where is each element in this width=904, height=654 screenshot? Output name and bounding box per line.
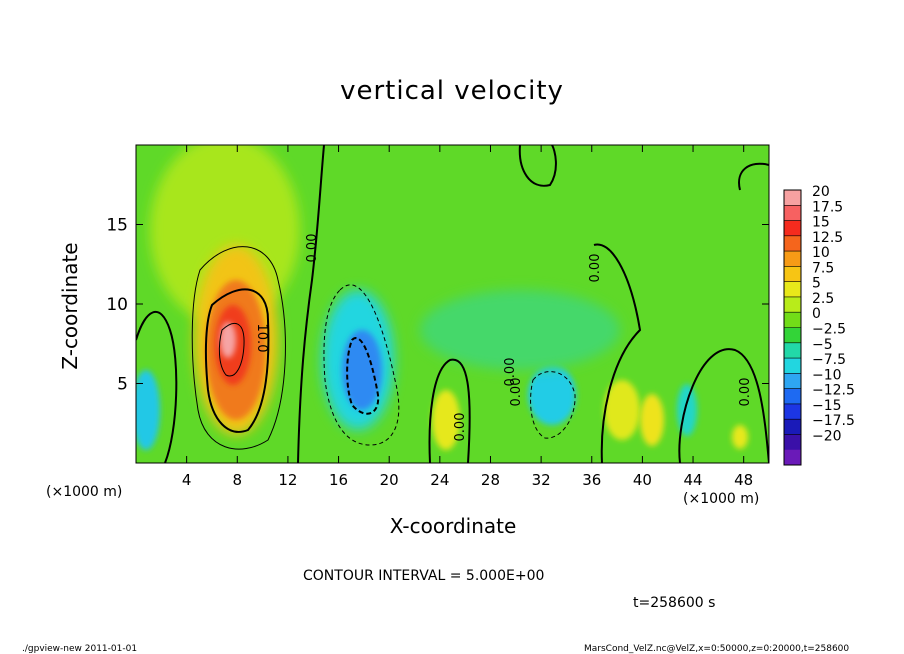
x-axis-label: X-coordinate	[0, 514, 904, 538]
field-weak-band	[420, 290, 620, 370]
colorbar-label: −10	[812, 367, 842, 383]
colorbar-label: −15	[812, 398, 842, 414]
colorbar-label: 7.5	[812, 260, 834, 276]
contour-zero-line	[297, 145, 325, 463]
y-tick-label: 5	[117, 375, 128, 395]
contour-label: 0.00	[503, 358, 518, 387]
colorbar-swatch	[784, 327, 801, 344]
x-tick-label: 48	[734, 471, 753, 489]
x-tick-label: 32	[532, 471, 551, 489]
field-updraft-peak	[220, 322, 236, 358]
x-tick-label: 8	[233, 471, 243, 489]
x-tick-label: 16	[329, 471, 348, 489]
x-tick-label: 4	[182, 471, 192, 489]
colorbar-swatch	[784, 449, 801, 466]
contour-10	[204, 288, 270, 433]
contour-interval-note: CONTOUR INTERVAL = 5.000E+00	[303, 568, 545, 584]
x-axis-unit-right: (×1000 m)	[683, 491, 760, 507]
contour-zero-44	[678, 348, 769, 463]
colorbar-swatch	[784, 190, 801, 206]
field-updraft-24	[432, 390, 460, 450]
x-axis-label-text: X-coordinate	[389, 514, 517, 538]
contour-zero-36	[593, 243, 642, 463]
y-tick-label: 10	[106, 295, 128, 315]
colorbar-swatch	[784, 235, 801, 252]
x-tick-label: 24	[430, 471, 449, 489]
x-axis-ticks: 4 8 12 16 20 24 28 32 36 40 44 48	[182, 145, 753, 489]
colorbar-swatch	[784, 342, 801, 359]
colorbar-swatch	[784, 296, 801, 313]
field-updraft-48	[732, 425, 748, 449]
footer-program-date: ./gpview-new 2011-01-01	[22, 644, 138, 654]
time-stamp: t=258600 s	[633, 595, 716, 611]
colorbar-label: −20	[812, 428, 842, 444]
field-updraft-39	[604, 380, 640, 440]
colorbar-swatch	[784, 434, 801, 451]
colorbar-swatch	[784, 373, 801, 390]
colorbar-swatch	[784, 220, 801, 237]
x-tick-label: 40	[633, 471, 652, 489]
contour-zero-top	[518, 145, 557, 187]
colorbar-swatch	[784, 403, 801, 420]
colorbar: 2017.51512.5107.552.50−2.5−5−7.5−10−12.5…	[783, 184, 855, 466]
contour-zero-left	[136, 310, 178, 463]
colorbar-label: 20	[812, 184, 830, 200]
contour-neg-5	[323, 284, 400, 446]
contour-15	[218, 322, 245, 377]
colorbar-swatch	[784, 266, 801, 283]
colorbar-swatch	[784, 251, 801, 267]
colorbar-swatch	[784, 312, 801, 328]
colorbar-swatch	[784, 358, 801, 374]
field-left-downdraft	[136, 370, 160, 450]
y-axis-ticks: 5 10 15	[106, 216, 769, 395]
contour-label: 0.00	[305, 234, 320, 263]
colorbar-swatch	[784, 419, 801, 435]
velocity-field	[136, 145, 748, 450]
field-updraft-41	[640, 394, 664, 446]
colorbar-label: 2.5	[812, 291, 834, 307]
contour-5	[191, 246, 286, 450]
colorbar-label: 17.5	[812, 199, 843, 215]
x-tick-label: 12	[278, 471, 297, 489]
contour-zero-topright	[738, 162, 769, 191]
colorbar-swatch	[784, 281, 801, 298]
x-axis-unit-left: (×1000 m)	[46, 484, 123, 500]
y-tick-label: 15	[106, 216, 128, 236]
colorbar-label: −2.5	[812, 322, 846, 338]
contour-label: 10.0	[254, 324, 269, 353]
x-tick-label: 44	[683, 471, 702, 489]
colorbar-label: 5	[812, 276, 821, 292]
colorbar-swatch	[784, 205, 801, 222]
contour-lines	[136, 145, 769, 463]
contour-neg-10	[346, 337, 380, 415]
contour-label: 0.00	[453, 413, 468, 442]
field-downdraft-core	[342, 330, 382, 410]
contour-label: 0.00	[588, 254, 603, 283]
colorbar-label: −7.5	[812, 352, 846, 368]
colorbar-swatch	[784, 388, 801, 405]
colorbar-label: −17.5	[812, 413, 855, 429]
field-downdraft-44	[677, 384, 697, 436]
colorbar-label: 12.5	[812, 230, 843, 246]
contour-label: 0.00	[738, 378, 753, 407]
x-tick-label: 28	[481, 471, 500, 489]
colorbar-label: −5	[812, 337, 833, 353]
contour-zero-24	[428, 358, 471, 463]
colorbar-label: 0	[812, 306, 821, 322]
colorbar-label: 15	[812, 215, 830, 231]
x-tick-label: 20	[380, 471, 399, 489]
x-tick-label: 36	[582, 471, 601, 489]
colorbar-label: −12.5	[812, 383, 855, 399]
chart-title: vertical velocity	[340, 76, 564, 106]
footer-data-source: MarsCond_VelZ.nc@VelZ,x=0:50000,z=0:2000…	[584, 644, 850, 654]
field-downdraft-33	[528, 365, 576, 425]
colorbar-label: 10	[812, 245, 830, 261]
contour-label: 0.00	[509, 378, 524, 407]
